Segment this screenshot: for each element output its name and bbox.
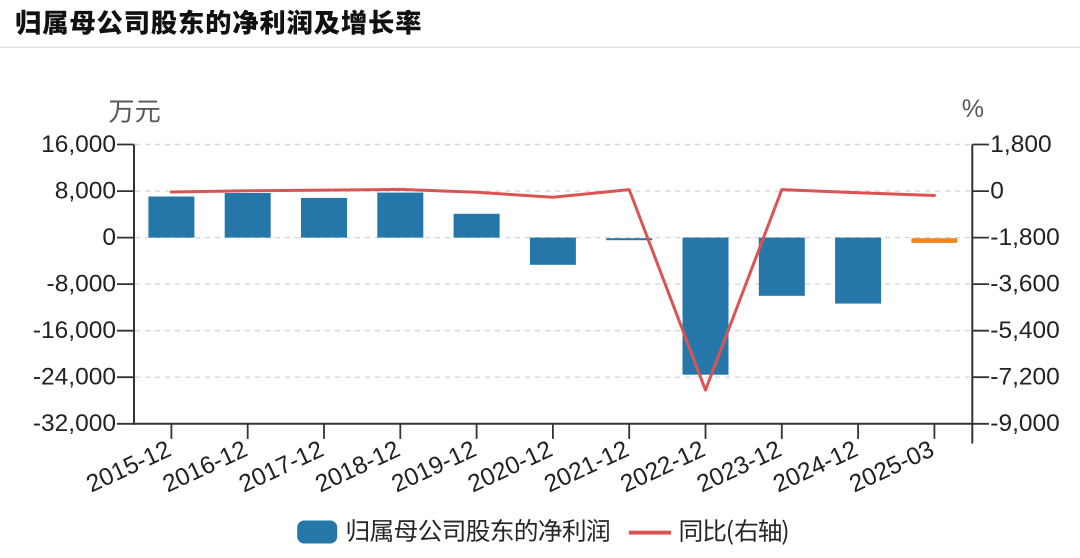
svg-text:1,800: 1,800: [990, 131, 1051, 158]
svg-text:-7,200: -7,200: [990, 364, 1059, 391]
svg-text:-3,600: -3,600: [990, 270, 1059, 297]
svg-text:0: 0: [990, 177, 1004, 204]
svg-text:16,000: 16,000: [41, 131, 116, 158]
svg-text:-32,000: -32,000: [33, 410, 116, 437]
svg-text:-16,000: -16,000: [33, 317, 116, 344]
svg-text:-9,000: -9,000: [990, 410, 1059, 437]
svg-text:-24,000: -24,000: [33, 364, 116, 391]
svg-text:-8,000: -8,000: [47, 270, 116, 297]
svg-text:-1,800: -1,800: [990, 224, 1059, 251]
svg-text:-5,400: -5,400: [990, 317, 1059, 344]
svg-text:%: %: [962, 95, 984, 123]
svg-text:8,000: 8,000: [55, 177, 116, 204]
svg-text:0: 0: [102, 224, 116, 251]
